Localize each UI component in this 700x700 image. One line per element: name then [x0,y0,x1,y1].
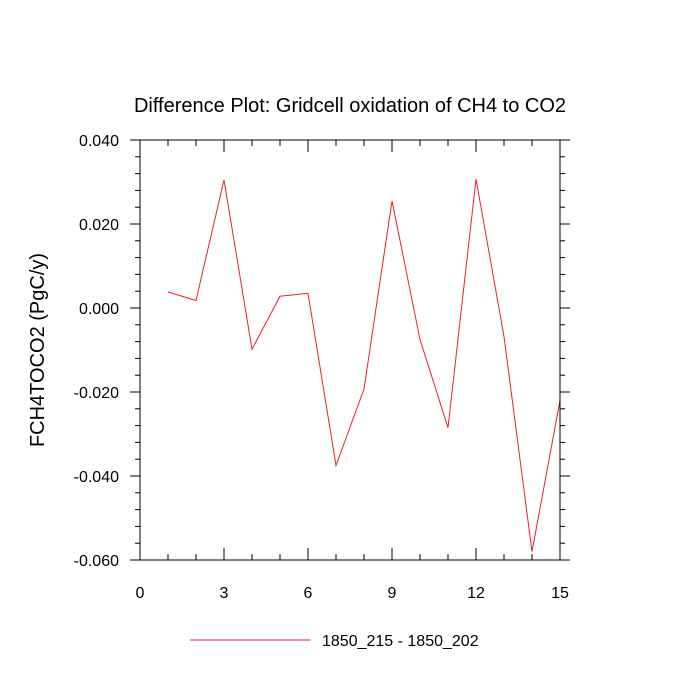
series-line [167,178,561,552]
x-tick-label: 15 [551,585,569,602]
chart-title: Difference Plot: Gridcell oxidation of C… [134,95,566,117]
y-tick-label: 0.040 [79,133,119,150]
y-axis-label: FCH4TOCO2 (PgC/y) [27,253,49,447]
y-tick-label: 0.020 [79,217,119,234]
y-tick-label: -0.060 [74,553,119,570]
plot-frame [139,139,561,561]
legend-label: 1850_215 - 1850_202 [322,633,479,650]
y-tick-label: -0.020 [74,385,119,402]
x-tick-label: 6 [304,585,313,602]
plot-area [167,178,561,552]
x-tick-label: 0 [136,585,145,602]
axis-ticks: 0 3 6 9 12 15 0.040 0.020 0.000 -0.020 -0.040 -0.06… [74,133,570,602]
x-tick-label: 3 [220,585,229,602]
y-tick-label: -0.040 [74,469,119,486]
x-tick-label: 12 [467,585,485,602]
y-tick-label: 0.000 [79,301,119,318]
legend: 1850_215 - 1850_202 [190,633,479,650]
x-tick-label: 9 [388,585,397,602]
